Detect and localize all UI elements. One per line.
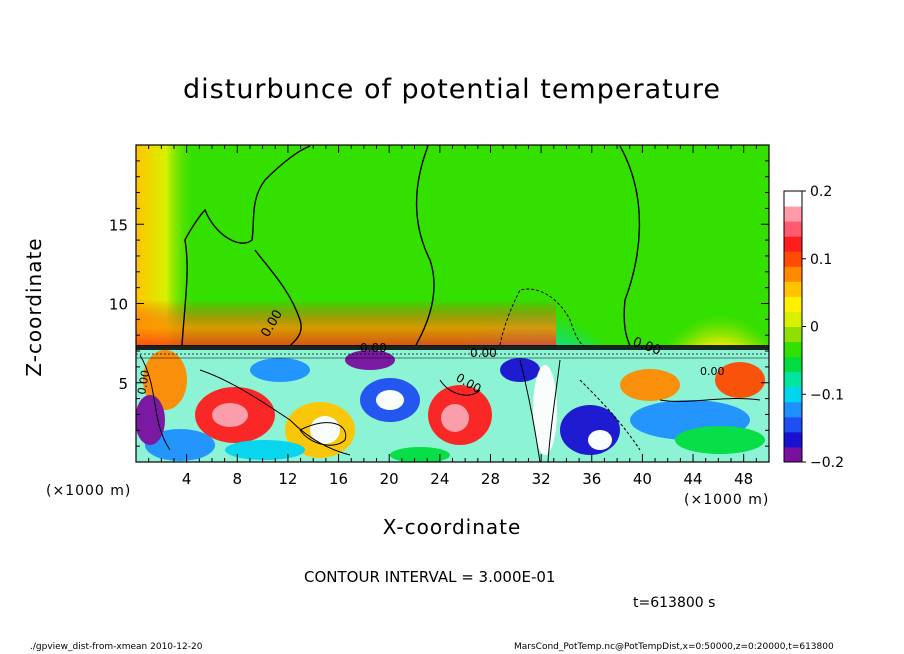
contour-label-6: 0.00 (135, 369, 152, 395)
colorbar-swatch (784, 401, 802, 418)
contour-label-7: 0.00 (700, 365, 725, 378)
chart-title: disturbunce of potential temperature (183, 74, 721, 105)
x-unit-right: (×1000 m) (684, 492, 770, 508)
colorbar-tick-label: 0.2 (810, 184, 832, 200)
colorbar-swatch (784, 281, 802, 297)
colorbar-tick-label: −0.2 (810, 455, 844, 471)
x-axis-label: X-coordinate (382, 515, 522, 539)
colorbar-swatch (784, 356, 802, 373)
footer-right: MarsCond_PotTemp.nc@PotTempDist,x=0:5000… (514, 642, 834, 652)
colorbar-swatch (784, 266, 802, 282)
colorbar-swatch (784, 431, 802, 448)
x-tick-label: 32 (532, 470, 551, 488)
colorbar-swatch (784, 296, 802, 312)
colorbar-swatch (784, 191, 802, 207)
x-tick-label: 24 (430, 470, 449, 488)
contour-interval-text: CONTOUR INTERVAL = 3.000E-01 (304, 568, 556, 586)
colorbar-tick-label: 0.1 (810, 252, 832, 268)
colorbar-swatch (784, 446, 802, 463)
x-tick-label: 4 (182, 470, 192, 488)
x-tick-label: 8 (233, 470, 243, 488)
footer-left: ./gpview_dist-from-xmean 2010-12-20 (30, 642, 203, 652)
colorbar-swatch (784, 236, 802, 252)
x-unit-left: (×1000 m) (46, 483, 132, 499)
y-tick-label: 5 (118, 375, 128, 393)
colorbar-swatch (784, 326, 802, 343)
contour-label-2: 0.00 (360, 341, 387, 355)
y-tick-label: 10 (109, 296, 128, 314)
x-tick-label: 20 (380, 470, 399, 488)
x-tick-label: 16 (329, 470, 348, 488)
colorbar-swatch (784, 371, 802, 388)
colorbar-swatch (784, 221, 802, 237)
lower-warm-band (136, 300, 556, 350)
colorbar-swatch (784, 206, 802, 222)
colorbar-swatch (784, 311, 802, 327)
y-tick-label: 15 (109, 216, 128, 234)
colorbar (784, 191, 802, 463)
contour-label-3: 0.00 (470, 346, 497, 360)
x-tick-label: 28 (481, 470, 500, 488)
field-layer: 0.00 0.00 0.00 0.00 0.00 0.00 0.00 (135, 145, 769, 462)
colorbar-swatch (784, 416, 802, 433)
x-tick-label: 44 (683, 470, 702, 488)
colorbar-tick-label: 0 (810, 320, 819, 336)
x-tick-label: 40 (633, 470, 652, 488)
x-tick-label: 48 (734, 470, 753, 488)
x-tick-label: 12 (278, 470, 297, 488)
colorbar-swatch (784, 251, 802, 267)
colorbar-swatch (784, 341, 802, 358)
colorbar-tick-label: −0.1 (810, 387, 844, 403)
time-label: t=613800 s (633, 595, 716, 611)
colorbar-swatch (784, 386, 802, 403)
colorbar-ticks: 0.2 0.1 0 −0.1 −0.2 (802, 184, 844, 471)
x-tick-label: 36 (582, 470, 601, 488)
